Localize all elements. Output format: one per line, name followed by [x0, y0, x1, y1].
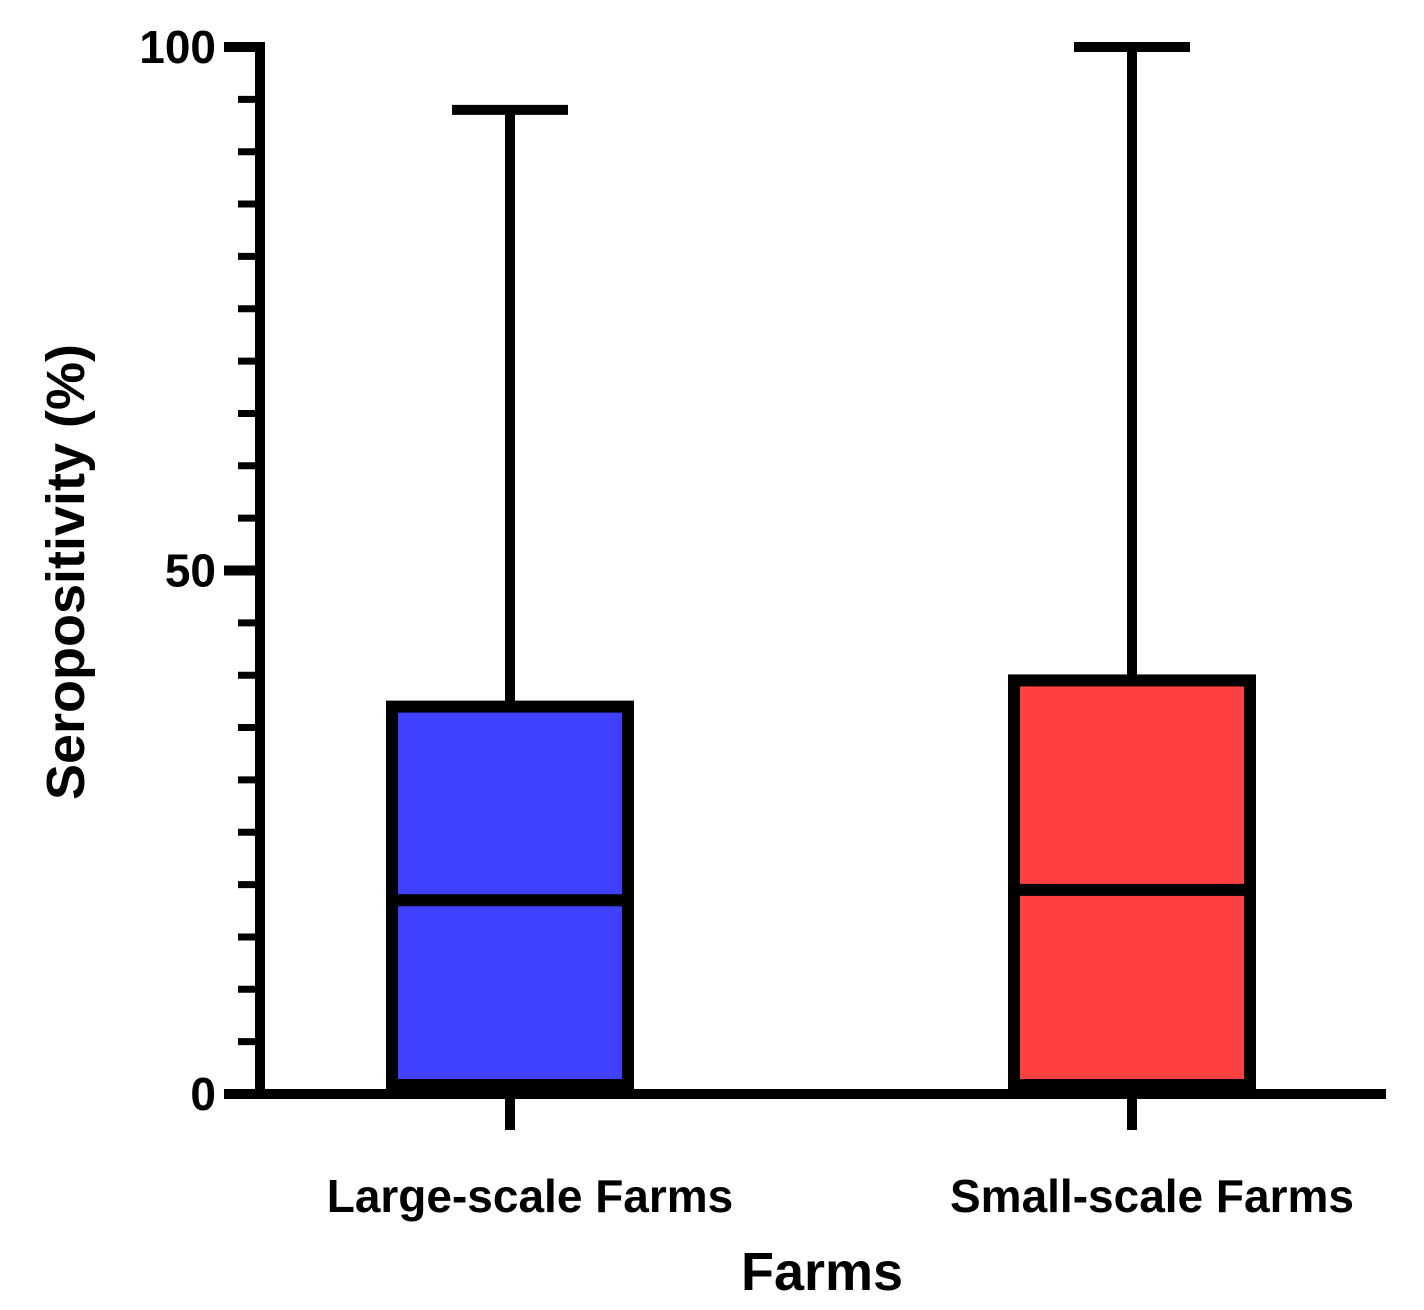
box-rect [1008, 674, 1256, 1091]
axes: 0 50 100 Large-scale Farms Small-scale Farms [139, 21, 1386, 1222]
x-tick-label: Large-scale Farms [327, 1170, 734, 1222]
y-tick-label: 0 [190, 1068, 216, 1120]
boxes [386, 42, 1256, 1091]
y-tick-label: 100 [139, 21, 216, 73]
x-tick-label: Small-scale Farms [950, 1170, 1354, 1222]
y-tick-label: 50 [165, 545, 216, 597]
box-group [386, 104, 634, 1091]
x-axis-title: Farms [741, 1242, 903, 1302]
box-group [1008, 42, 1256, 1091]
y-axis-title: Seropositivity (%) [36, 344, 96, 800]
